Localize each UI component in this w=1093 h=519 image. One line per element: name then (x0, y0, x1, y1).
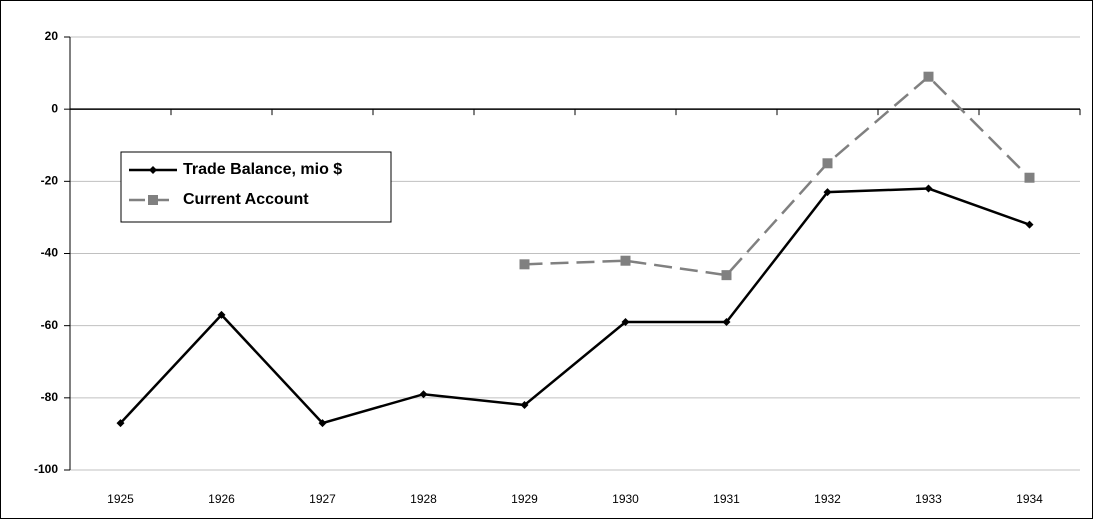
x-tick-label: 1933 (915, 492, 942, 506)
legend-marker (149, 166, 157, 174)
data-point (722, 318, 731, 327)
data-point (419, 390, 428, 399)
legend-box (120, 151, 392, 223)
y-tick-label: -60 (41, 318, 59, 332)
legend-marker (148, 195, 158, 205)
data-point (823, 188, 832, 197)
data-point (1025, 220, 1034, 229)
data-point (721, 270, 732, 281)
x-tick-label: 1931 (713, 492, 740, 506)
x-tick-label: 1929 (511, 492, 538, 506)
data-point (318, 419, 327, 428)
legend-label: Trade Balance, mio $ (183, 161, 342, 178)
series-line (119, 187, 1030, 425)
y-tick-label: -80 (41, 390, 59, 404)
data-point (924, 184, 933, 193)
data-point (519, 259, 530, 270)
x-tick-label: 1930 (612, 492, 639, 506)
data-point (822, 158, 833, 169)
x-tick-label: 1932 (814, 492, 841, 506)
y-tick-label: 20 (45, 29, 59, 43)
x-tick-label: 1928 (410, 492, 437, 506)
x-tick-label: 1925 (107, 492, 134, 506)
data-point (923, 71, 934, 82)
data-point (116, 419, 125, 428)
data-point (621, 318, 630, 327)
y-tick-label: -100 (34, 462, 58, 476)
y-tick-label: -20 (41, 174, 59, 188)
data-point (217, 310, 226, 319)
y-tick-label: 0 (51, 101, 58, 115)
data-point (520, 401, 529, 410)
x-tick-label: 1927 (309, 492, 336, 506)
x-tick-label: 1926 (208, 492, 235, 506)
data-point (620, 255, 631, 266)
x-tick-label: 1934 (1016, 492, 1043, 506)
data-point (1024, 172, 1035, 183)
y-tick-label: -40 (41, 246, 59, 260)
series-line (524, 74, 1031, 277)
legend-label: Current Account (183, 191, 309, 208)
